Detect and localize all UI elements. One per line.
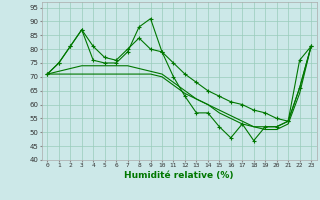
X-axis label: Humidité relative (%): Humidité relative (%) [124,171,234,180]
